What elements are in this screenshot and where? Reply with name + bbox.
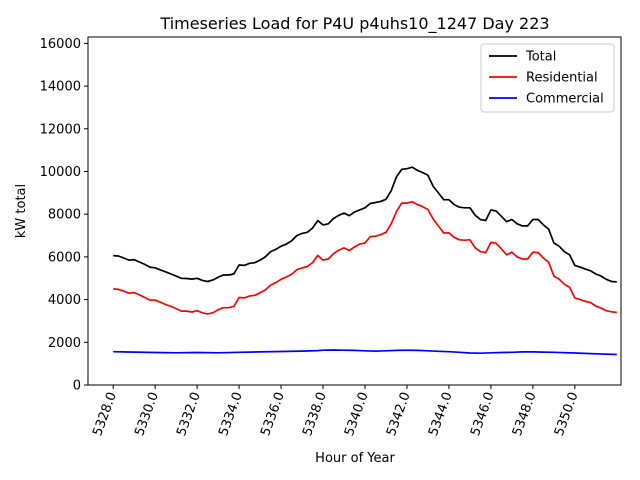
y-tick-label: 14000 (40, 80, 81, 95)
y-tick-label: 10000 (40, 165, 81, 180)
legend-label-total: Total (525, 50, 556, 65)
legend-box (480, 43, 615, 113)
series-line-total (113, 166, 617, 283)
plot-frame (87, 36, 622, 386)
y-tick-label: 6000 (48, 250, 81, 265)
y-tick-label: 2000 (48, 336, 81, 351)
x-axis-label: Hour of Year (315, 451, 395, 466)
y-tick-label: 16000 (40, 37, 81, 52)
legend: Total Residential Commercial (480, 43, 615, 113)
y-tick-label: 8000 (48, 208, 81, 223)
series-layer (113, 166, 617, 356)
y-tick-label: 4000 (48, 293, 81, 308)
legend-label-commercial: Commercial (526, 92, 604, 107)
series-line-residential (113, 200, 617, 315)
series-line-commercial (113, 349, 617, 356)
y-tick-label: 0 (73, 379, 81, 394)
legend-label-residential: Residential (526, 71, 598, 86)
y-axis-label: kW total (14, 184, 29, 238)
y-axis: 0 2000 4000 6000 8000 10000 12000 14000 16000 (40, 37, 88, 394)
chart-title: Timeseries Load for P4U p4uhs10_1247 Day… (159, 14, 549, 34)
y-tick-label: 12000 (40, 122, 81, 137)
